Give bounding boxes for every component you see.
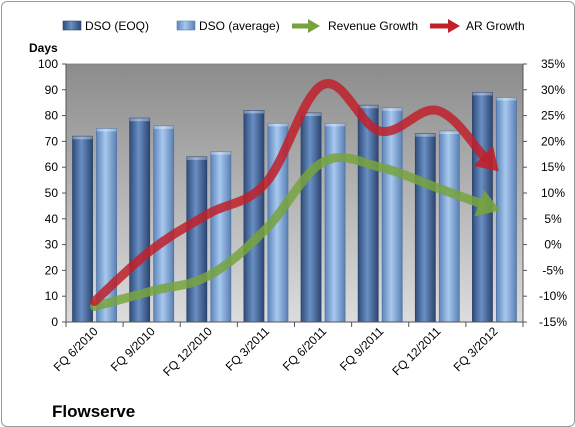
left-tick-label-80: 80 xyxy=(45,109,59,123)
x-tick-label-5: FQ 9/2011 xyxy=(337,324,387,374)
legend-label-dso-average: DSO (average) xyxy=(199,19,280,33)
left-axis-title: Days xyxy=(29,41,58,55)
bar-cap-0-7 xyxy=(472,92,493,96)
x-tick-label-7: FQ 3/2012 xyxy=(451,324,501,374)
bar-cap-0-5 xyxy=(358,105,379,109)
legend-label-revenue-growth: Revenue Growth xyxy=(328,19,418,33)
company-label: Flowserve xyxy=(52,402,135,421)
x-tick-label-2: FQ 12/2010 xyxy=(160,324,215,379)
left-tick-label-10: 10 xyxy=(45,289,59,303)
arrowhead-ar-growth xyxy=(473,146,499,172)
line-ar-growth xyxy=(90,79,490,306)
bar-dso-average-2 xyxy=(210,151,232,323)
bar-cap-0-1 xyxy=(129,118,150,122)
bar-cap-1-2 xyxy=(210,151,231,155)
right-tick-label-30: 30% xyxy=(541,83,565,97)
bar-dso-average-6 xyxy=(438,130,460,323)
right-axis-ticks: -15% -10% -5% 0% 5% 10% 15% 20% 25% 30% 35% xyxy=(523,57,567,329)
x-tick-label-4: FQ 6/2011 xyxy=(280,324,330,374)
bar-cap-0-0 xyxy=(72,136,93,140)
legend-label-dso-eoq: DSO (EOQ) xyxy=(85,19,149,33)
right-tick-label-15: 15% xyxy=(541,160,565,174)
right-tick-label-10: 10% xyxy=(541,186,565,200)
bar-cap-1-6 xyxy=(439,131,460,135)
left-tick-label-70: 70 xyxy=(45,134,59,148)
bar-cap-1-1 xyxy=(153,125,174,129)
line-revenue-growth xyxy=(90,152,486,312)
right-tick-label-20: 20% xyxy=(541,134,565,148)
left-tick-label-30: 30 xyxy=(45,238,59,252)
bar-cap-1-7 xyxy=(496,97,517,101)
left-tick-label-60: 60 xyxy=(45,160,59,174)
legend-label-ar-growth: AR Growth xyxy=(466,19,525,33)
bar-dso-eoq-5 xyxy=(357,104,379,323)
bar-cap-0-6 xyxy=(415,133,436,137)
legend-arrowhead-ar-growth xyxy=(448,19,460,33)
right-tick-label-5: 5% xyxy=(544,212,562,226)
legend: DSO (EOQ) DSO (average) Revenue Growth A… xyxy=(62,19,525,33)
legend-arrowhead-revenue-growth xyxy=(308,19,320,33)
bar-dso-eoq-2 xyxy=(186,156,208,323)
bar-cap-1-3 xyxy=(267,123,288,127)
right-tick-label--15: -15% xyxy=(539,315,567,329)
left-tick-label-50: 50 xyxy=(45,186,59,200)
x-tick-label-6: FQ 12/2011 xyxy=(389,324,443,378)
left-tick-label-40: 40 xyxy=(45,212,59,226)
bar-dso-eoq-0 xyxy=(72,135,93,323)
left-tick-label-20: 20 xyxy=(45,263,59,277)
arrowhead-revenue-growth xyxy=(474,189,501,217)
legend-swatch-dso-eoq xyxy=(62,20,82,31)
right-tick-label-0: 0% xyxy=(544,238,562,252)
bar-cap-0-3 xyxy=(243,110,264,114)
right-tick-label-35: 35% xyxy=(541,57,565,71)
legend-swatch-dso-average xyxy=(176,20,196,31)
x-tick-label-1: FQ 9/2010 xyxy=(108,324,158,374)
left-tick-label-90: 90 xyxy=(45,83,59,97)
right-tick-label--5: -5% xyxy=(542,263,564,277)
bar-dso-eoq-3 xyxy=(243,110,265,323)
x-tick-label-3: FQ 3/2011 xyxy=(223,324,273,374)
lines-layer xyxy=(90,79,501,312)
bar-dso-average-5 xyxy=(381,107,403,323)
category-axis-ticks: FQ 6/2010 FQ 9/2010 FQ 12/2010 FQ 3/2011 FQ … xyxy=(51,322,524,379)
bar-dso-eoq-6 xyxy=(414,133,436,323)
bar-cap-1-5 xyxy=(382,107,403,111)
left-tick-label-100: 100 xyxy=(38,57,58,71)
right-tick-label-25: 25% xyxy=(541,109,565,123)
right-tick-label--10: -10% xyxy=(539,289,567,303)
x-tick-label-0: FQ 6/2010 xyxy=(51,324,101,374)
bar-cap-0-2 xyxy=(186,156,207,160)
left-axis-ticks: 0 10 20 30 40 50 60 70 80 90 100 xyxy=(38,57,66,329)
bar-cap-0-4 xyxy=(301,113,322,117)
bar-cap-1-4 xyxy=(325,123,346,127)
left-tick-label-0: 0 xyxy=(51,315,58,329)
bar-dso-eoq-4 xyxy=(300,112,322,323)
bar-cap-1-0 xyxy=(96,128,117,132)
